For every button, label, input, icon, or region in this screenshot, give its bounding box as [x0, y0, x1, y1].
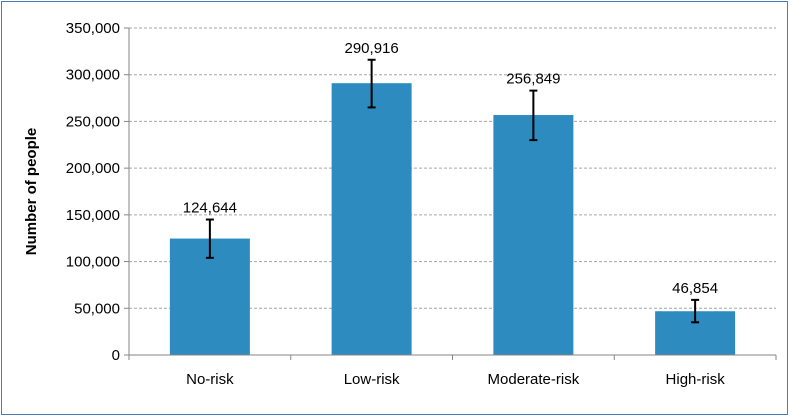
x-tick-label: High-risk [666, 371, 726, 388]
bar-low-risk [331, 83, 412, 355]
bars [169, 83, 736, 355]
x-tick-label: Low-risk [344, 371, 400, 388]
bar-moderate-risk [493, 115, 574, 355]
y-tick-label: 100,000 [66, 254, 120, 271]
x-tick-label: No-risk [186, 371, 234, 388]
y-tick-label: 200,000 [66, 160, 120, 177]
data-label: 256,849 [506, 71, 560, 88]
y-tick-label: 50,000 [74, 300, 120, 317]
error-bars [205, 58, 700, 324]
data-label: 290,916 [345, 40, 399, 57]
x-axis-ticks: No-risk Low-risk Moderate-risk High-risk [128, 355, 777, 388]
y-tick-label: 150,000 [66, 207, 120, 224]
y-axis-title: Number of people [23, 128, 40, 256]
data-label: 124,644 [183, 200, 237, 217]
data-label: 46,854 [672, 280, 718, 297]
y-axis-ticks: 0 50,000 100,000 150,000 200,000 250,000 300,0… [66, 20, 129, 364]
y-tick-label: 350,000 [66, 20, 120, 37]
x-tick-label: Moderate-risk [488, 371, 580, 388]
y-tick-label: 250,000 [66, 113, 120, 130]
y-tick-label: 0 [112, 347, 120, 364]
y-tick-label: 300,000 [66, 67, 120, 84]
data-labels: 124,644 290,916 256,849 46,854 [183, 40, 718, 297]
